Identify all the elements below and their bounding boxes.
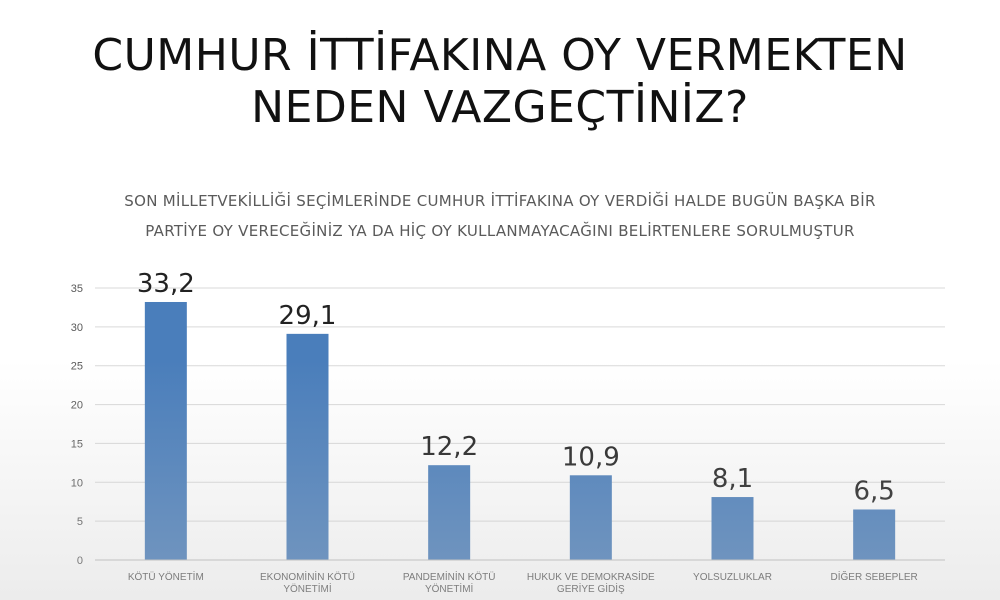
x-tick-label: DİĞER SEBEPLER (831, 570, 918, 583)
bar (144, 301, 187, 560)
chart-subtitle: SON MİLLETVEKİLLİĞİ SEÇİMLERİNDE CUMHUR … (124, 192, 876, 240)
y-tick-label: 20 (71, 400, 83, 412)
bar (711, 497, 754, 560)
data-label: 33,2 (137, 269, 195, 299)
page-title: CUMHUR İTTİFAKINA OY VERMEKTEN NEDEN VAZ… (92, 30, 908, 133)
x-tick-label: PANDEMİNİN KÖTÜ YÖNETİMİ (403, 570, 496, 595)
data-label: 29,1 (279, 301, 337, 331)
y-tick-label: 30 (71, 322, 83, 334)
data-label: 8,1 (712, 464, 753, 494)
x-tick-label-line: HUKUK VE DEMOKRASİDE (527, 570, 655, 583)
x-tick-label: EKONOMİNİN KÖTÜ YÖNETİMİ (260, 570, 355, 595)
y-tick-label: 10 (71, 477, 83, 489)
x-tick-label-line: DİĞER SEBEPLER (831, 570, 918, 583)
x-tick-label-line: YÖNETİMİ (425, 582, 473, 595)
bar (428, 465, 471, 560)
bar (569, 475, 612, 560)
x-tick-label: KÖTÜ YÖNETİM (128, 570, 204, 583)
y-tick-label: 35 (71, 283, 83, 295)
bar (286, 333, 329, 560)
y-tick-label: 25 (71, 361, 83, 373)
x-tick-label: HUKUK VE DEMOKRASİDE GERİYE GİDİŞ (527, 570, 655, 595)
data-label: 6,5 (853, 476, 894, 506)
x-tick-label-line: YOLSUZLUKLAR (693, 572, 772, 583)
x-tick-label-line: GERİYE GİDİŞ (557, 582, 625, 595)
y-tick-label: 5 (77, 516, 83, 528)
data-label: 12,2 (420, 432, 478, 462)
x-tick-label-line: KÖTÜ YÖNETİM (128, 570, 204, 583)
bar (853, 509, 896, 560)
x-tick-label-line: EKONOMİNİN KÖTÜ (260, 570, 355, 583)
y-tick-label: 15 (71, 438, 83, 450)
y-tick-label: 0 (77, 555, 83, 567)
x-tick-label-line: YÖNETİMİ (283, 582, 331, 595)
x-tick-label-line: PANDEMİNİN KÖTÜ (403, 570, 496, 583)
data-label: 10,9 (562, 442, 620, 472)
x-tick-label: YOLSUZLUKLAR (693, 572, 772, 583)
